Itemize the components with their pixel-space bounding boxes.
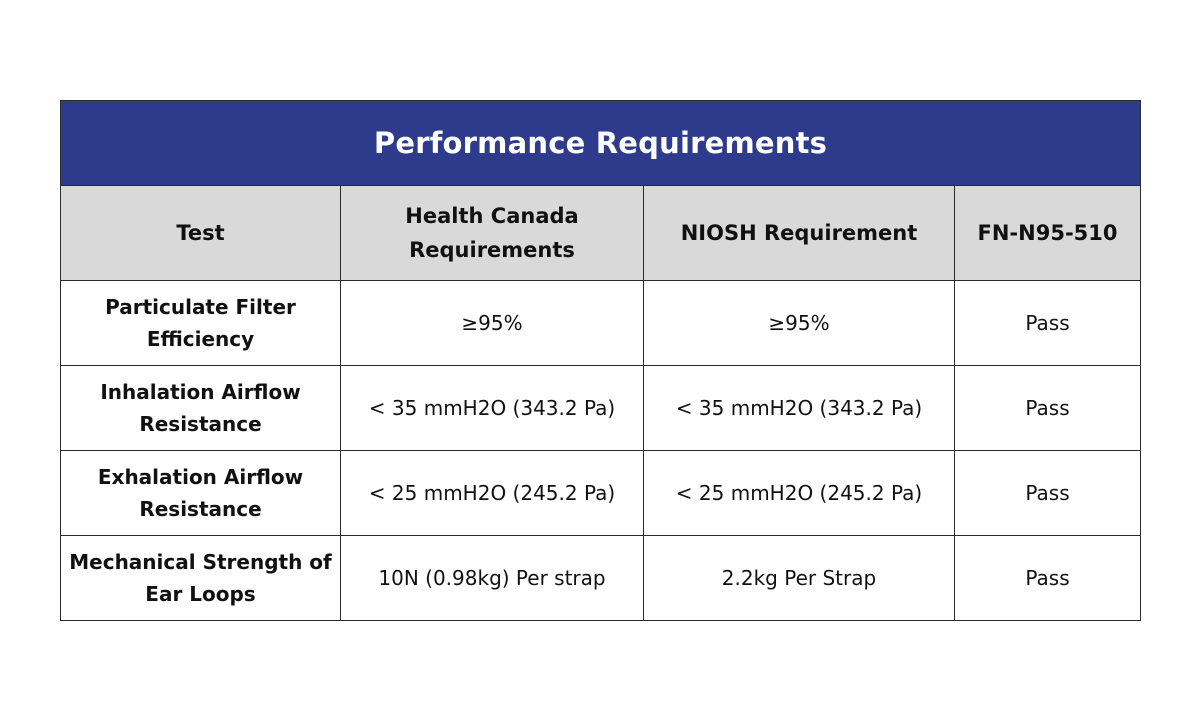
performance-requirements-table: Performance Requirements Test Health Can… <box>59 100 1142 621</box>
test-name-cell: Mechanical Strength of Ear Loops <box>60 535 341 621</box>
health-canada-cell: < 25 mmH2O (245.2 Pa) <box>340 450 644 536</box>
column-header-niosh: NIOSH Requirement <box>643 185 955 281</box>
column-header-test: Test <box>60 185 341 281</box>
result-cell: Pass <box>953 450 1142 536</box>
health-canada-cell: < 35 mmH2O (343.2 Pa) <box>340 365 644 451</box>
table-title: Performance Requirements <box>59 100 1142 186</box>
result-cell: Pass <box>953 280 1142 366</box>
table-row: Particulate Filter Efficiency ≥95% ≥95% … <box>60 280 1142 366</box>
requirements-table-container: Performance Requirements Test Health Can… <box>59 100 1142 621</box>
table-row: Mechanical Strength of Ear Loops 10N (0.… <box>60 535 1142 621</box>
table-row: Inhalation Airflow Resistance < 35 mmH2O… <box>60 365 1142 451</box>
column-header-product: FN-N95-510 <box>953 185 1142 281</box>
niosh-cell: < 35 mmH2O (343.2 Pa) <box>643 365 955 451</box>
column-header-health-canada: Health Canada Requirements <box>340 185 644 281</box>
table-title-row: Performance Requirements <box>59 100 1142 186</box>
health-canada-cell: 10N (0.98kg) Per strap <box>340 535 644 621</box>
table-row: Exhalation Airflow Resistance < 25 mmH2O… <box>60 450 1142 536</box>
health-canada-cell: ≥95% <box>340 280 644 366</box>
niosh-cell: ≥95% <box>643 280 955 366</box>
test-name-cell: Particulate Filter Efficiency <box>60 280 341 366</box>
niosh-cell: 2.2kg Per Strap <box>643 535 955 621</box>
niosh-cell: < 25 mmH2O (245.2 Pa) <box>643 450 955 536</box>
test-name-cell: Inhalation Airflow Resistance <box>60 365 341 451</box>
result-cell: Pass <box>953 535 1142 621</box>
result-cell: Pass <box>953 365 1142 451</box>
test-name-cell: Exhalation Airflow Resistance <box>60 450 341 536</box>
column-header-row: Test Health Canada Requirements NIOSH Re… <box>60 185 1142 281</box>
